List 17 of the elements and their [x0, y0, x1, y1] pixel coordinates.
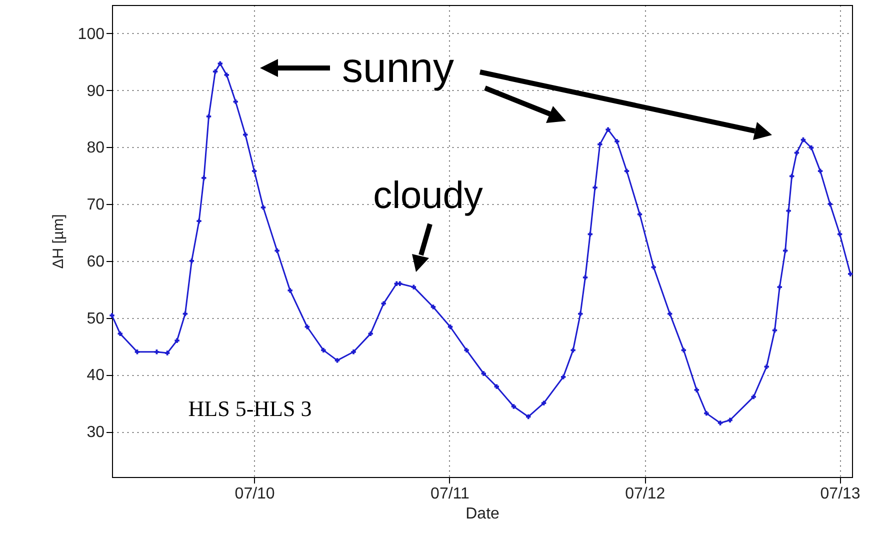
y-tick-label: 90 — [86, 82, 105, 100]
x-tick-label: 07/12 — [625, 486, 666, 502]
x-tick-label: 07/13 — [820, 486, 860, 502]
x-tick-label: 07/10 — [234, 486, 275, 502]
annotation: sunny — [342, 44, 454, 91]
x-tick-label: 07/11 — [430, 486, 470, 502]
y-tick-label: 100 — [78, 26, 105, 43]
annotation: HLS 5-HLS 3 — [188, 396, 312, 421]
x-axis-title: Date — [466, 506, 500, 522]
y-tick-label: 60 — [86, 253, 105, 270]
y-axis-title: ΔH [µm] — [50, 214, 67, 269]
annotation: cloudy — [373, 175, 483, 217]
y-tick-label: 40 — [86, 367, 105, 384]
y-tick-label: 30 — [86, 424, 105, 442]
y-tick-label: 70 — [86, 196, 105, 214]
y-tick-label: 50 — [86, 310, 105, 328]
y-tick-label: 80 — [86, 140, 105, 157]
